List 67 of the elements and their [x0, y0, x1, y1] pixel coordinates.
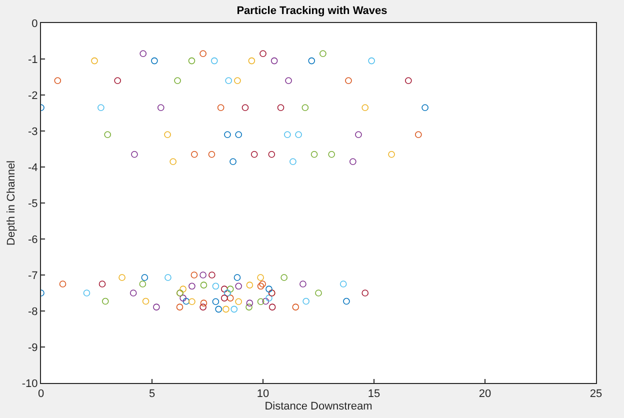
point [308, 57, 316, 64]
x-tick-label: 15 [368, 388, 380, 400]
point [362, 104, 369, 111]
y-tick-label: -8 [28, 306, 38, 318]
y-tick-label: -1 [28, 54, 38, 66]
x-tick-label: 10 [256, 388, 270, 400]
point [268, 151, 276, 158]
point [191, 151, 198, 158]
y-tick-label: 0 [32, 18, 38, 30]
y-axis-title: Depth in Channel [6, 160, 18, 246]
y-tick-label: -7 [28, 270, 38, 282]
point [368, 57, 375, 64]
x-tick-label: 5 [148, 388, 156, 400]
point [388, 151, 395, 158]
point [277, 104, 284, 111]
point [350, 158, 356, 165]
chart-title: Particle Tracking with Waves [236, 4, 388, 17]
point [310, 151, 318, 158]
point [320, 50, 326, 57]
point [270, 57, 278, 64]
point [230, 158, 236, 165]
y-tick-label: -10 [22, 378, 38, 390]
point [98, 104, 104, 111]
point [422, 104, 428, 111]
point [250, 151, 258, 158]
point [210, 57, 218, 64]
point [151, 57, 158, 64]
point [260, 50, 266, 57]
point [235, 131, 242, 138]
y-tick-label: -6 [28, 234, 38, 246]
point [114, 77, 121, 84]
point [248, 57, 256, 64]
x-tick-label: 20 [478, 388, 492, 400]
point [174, 77, 181, 84]
point [242, 104, 249, 111]
point [234, 77, 241, 84]
point [285, 77, 292, 84]
point [290, 158, 296, 165]
point [104, 131, 111, 138]
y-tick-label: -4 [28, 162, 38, 174]
point [164, 131, 171, 138]
point [302, 104, 309, 111]
point [345, 77, 352, 84]
x-tick-label: 25 [590, 388, 602, 400]
point [355, 131, 362, 138]
point [140, 50, 147, 57]
point [157, 104, 164, 111]
point [225, 77, 232, 84]
point [328, 151, 335, 158]
point [91, 57, 98, 64]
y-tick-label: -3 [28, 126, 38, 138]
point [54, 77, 62, 84]
x-axis-title: Distance Downstream [264, 400, 372, 412]
point [295, 131, 302, 138]
y-tick-label: -2 [28, 90, 38, 102]
point [415, 131, 422, 138]
point [284, 131, 291, 138]
point [170, 158, 176, 165]
point [224, 131, 231, 138]
point [188, 57, 196, 64]
y-tick-label: -9 [28, 342, 38, 354]
point [208, 151, 216, 158]
point [200, 50, 206, 57]
point [217, 104, 224, 111]
point [131, 151, 138, 158]
point [405, 77, 412, 84]
y-tick-label: -5 [28, 198, 38, 210]
